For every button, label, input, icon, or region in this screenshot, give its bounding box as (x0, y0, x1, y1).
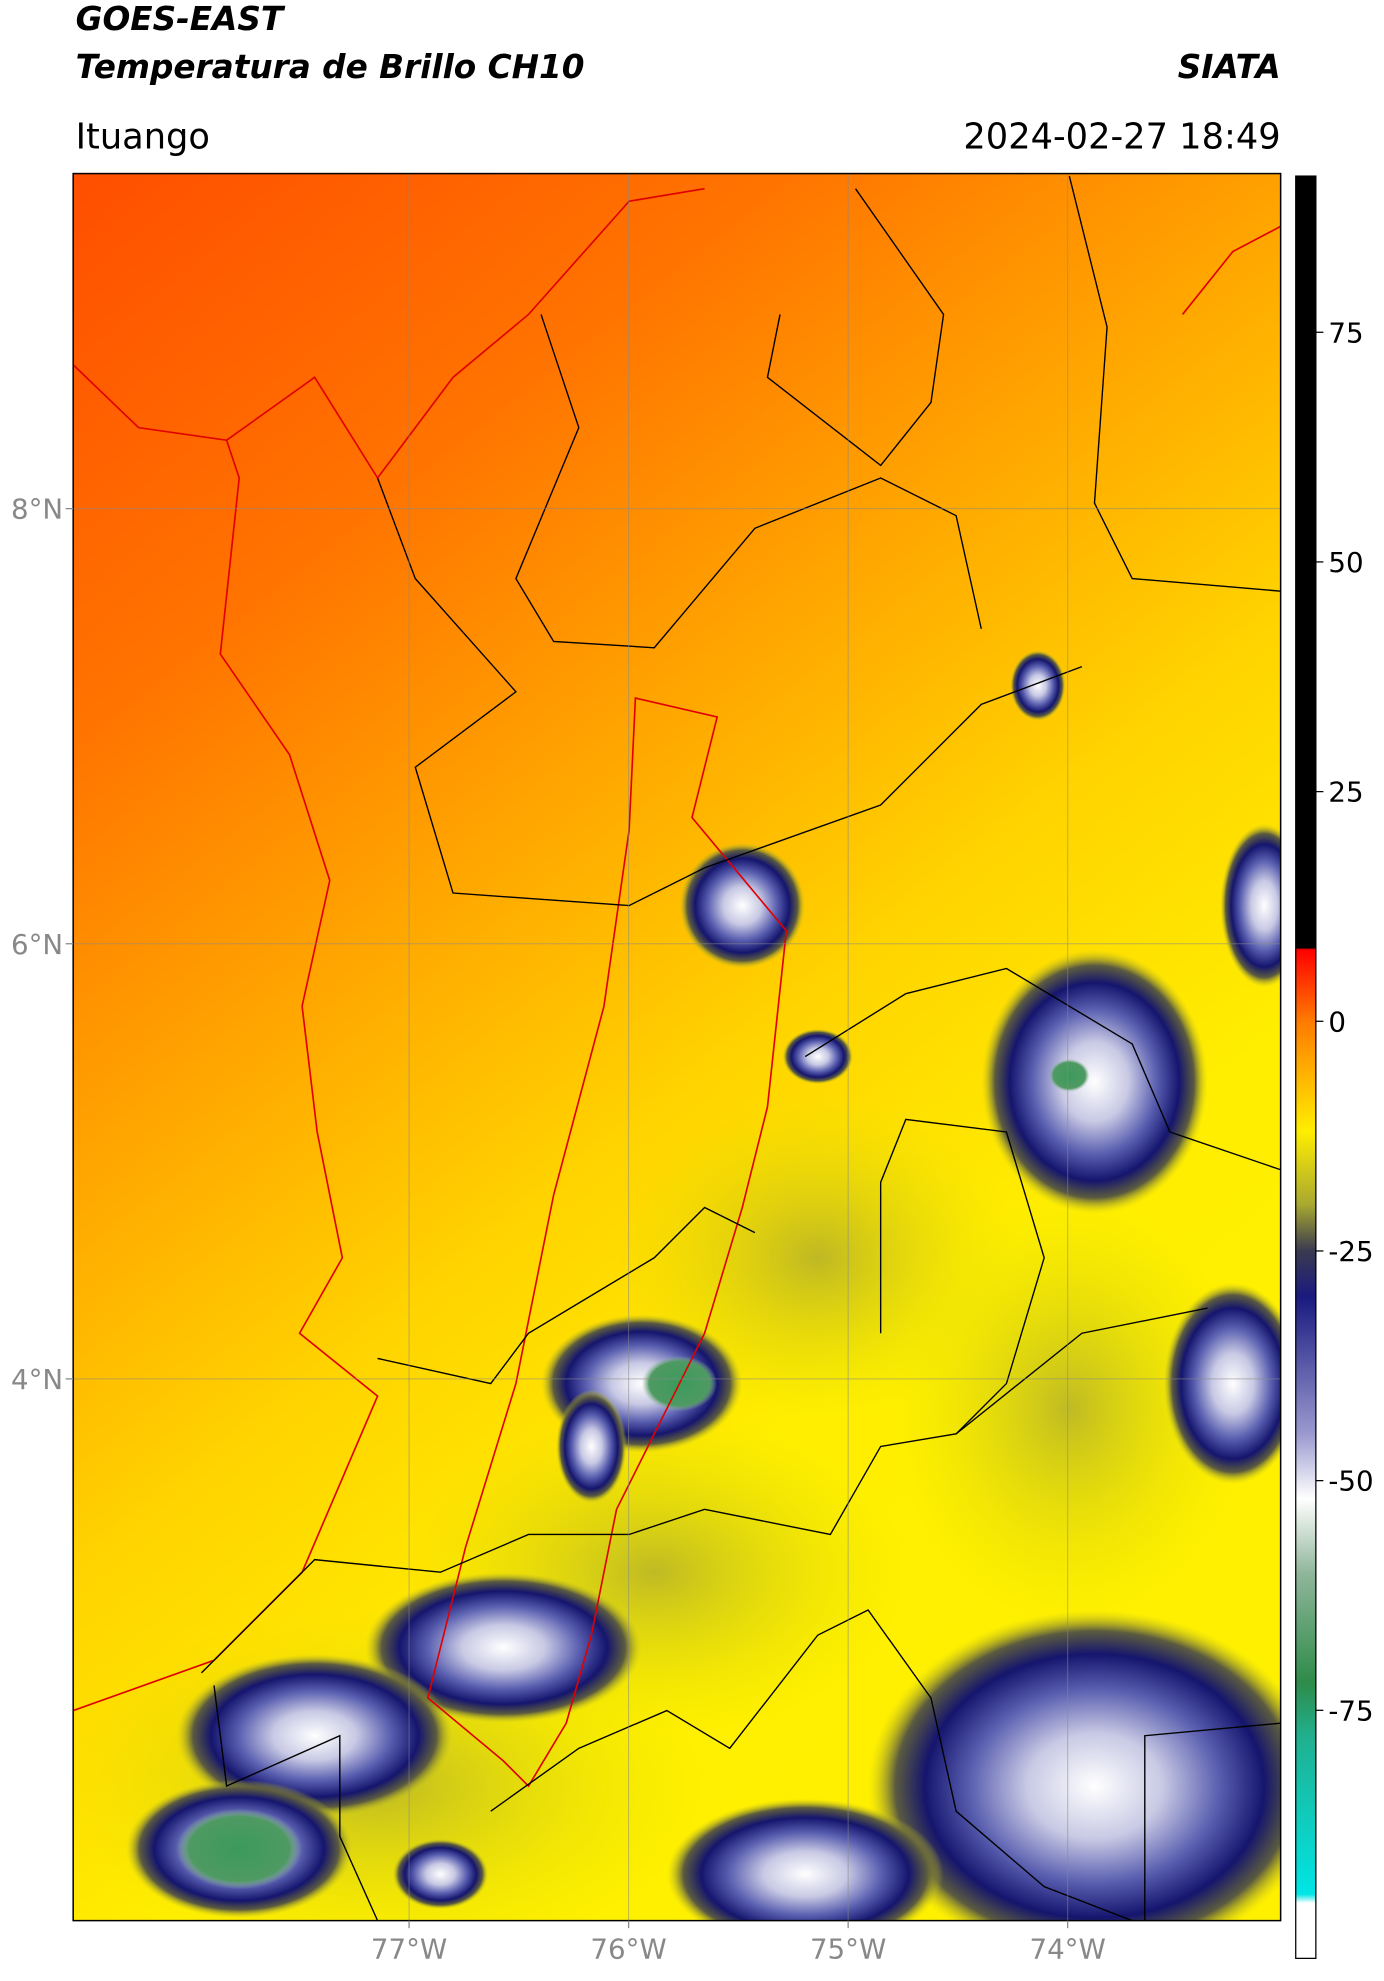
y-tick-label: 6°N (11, 928, 63, 961)
datetime: 2024-02-27 18:49 (963, 116, 1280, 157)
title: GOES-EAST (76, 0, 286, 38)
colorbar-tick-label: 0 (1328, 1005, 1346, 1038)
y-tick-label: 4°N (11, 1363, 63, 1396)
colorbar-tick-label: -50 (1328, 1465, 1373, 1498)
x-tick-label: 75°W (810, 1932, 886, 1965)
source: SIATA (1178, 48, 1281, 86)
colorbar-tick-label: 25 (1328, 776, 1363, 809)
graticule (73, 173, 1281, 1921)
map-frame (72, 172, 1282, 1922)
map-image (73, 173, 1281, 1921)
x-tick-label: 76°W (590, 1932, 666, 1965)
colorbar-tick-label: -75 (1328, 1694, 1373, 1727)
colorbar-tick-label: 50 (1328, 546, 1363, 579)
colorbar-tick-label: 75 (1328, 316, 1363, 349)
location: Ituango (76, 116, 210, 157)
x-tick-label: 74°W (1029, 1932, 1105, 1965)
x-tick-label: 77°W (371, 1932, 447, 1965)
colorbar-tick-label: -25 (1328, 1235, 1373, 1268)
colorbar (1295, 175, 1317, 1959)
subtitle: Temperatura de Brillo CH10 (76, 48, 585, 86)
y-tick-label: 8°N (11, 493, 63, 526)
